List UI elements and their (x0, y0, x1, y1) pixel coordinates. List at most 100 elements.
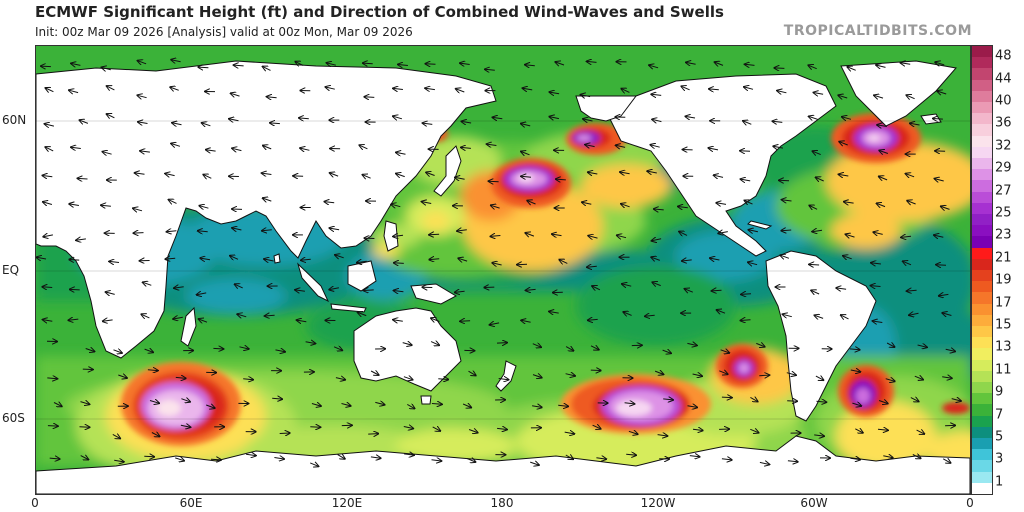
direction-arrow (809, 264, 820, 265)
direction-arrow (198, 67, 209, 68)
direction-arrow (748, 262, 758, 264)
lon-label-60w: 60W (800, 496, 828, 510)
colorbar-label: 23 (995, 227, 1012, 243)
direction-arrow (526, 289, 536, 290)
direction-arrow (786, 373, 796, 375)
direction-arrow (135, 173, 145, 174)
direction-arrow (311, 404, 321, 407)
direction-arrow (492, 263, 502, 265)
land-cuba (747, 220, 773, 230)
direction-arrow (849, 349, 860, 350)
colorbar-segment (972, 370, 992, 383)
direction-arrow (852, 403, 861, 406)
direction-arrow (493, 117, 503, 118)
direction-arrow (678, 207, 688, 208)
land-sri-lanka (273, 253, 281, 264)
colorbar-label: 27 (995, 183, 1012, 199)
direction-arrow (103, 320, 113, 321)
direction-arrow (906, 174, 915, 177)
direction-arrow (651, 257, 660, 260)
direction-arrow (460, 63, 470, 64)
direction-arrow (616, 145, 626, 147)
direction-arrow (521, 152, 530, 155)
direction-arrow (787, 461, 798, 462)
direction-arrow (621, 89, 630, 93)
colorbar-label: 11 (995, 362, 1012, 378)
direction-arrow (917, 345, 927, 347)
direction-arrow (375, 402, 384, 404)
lat-label-60n: 60N (2, 113, 27, 127)
direction-arrow (773, 121, 783, 122)
colorbar-segment (972, 79, 992, 92)
direction-arrow (41, 66, 51, 67)
direction-arrow (590, 346, 599, 350)
direction-arrow (335, 378, 345, 380)
direction-arrow (263, 67, 271, 71)
direction-arrow (134, 233, 144, 234)
direction-arrow (43, 202, 53, 205)
direction-arrow (103, 152, 112, 155)
direction-arrow (649, 65, 659, 68)
direction-arrow (885, 379, 895, 382)
direction-arrow (230, 256, 239, 260)
colorbar-segment (972, 382, 992, 394)
direction-arrow (685, 116, 696, 118)
direction-arrow (787, 401, 797, 402)
direction-arrow (745, 201, 753, 205)
direction-arrow (750, 397, 757, 401)
direction-arrow (717, 310, 726, 313)
direction-arrow (587, 61, 597, 62)
direction-arrow (45, 147, 54, 151)
direction-arrow (71, 147, 81, 148)
direction-arrow (431, 404, 442, 405)
direction-arrow (80, 402, 90, 405)
direction-arrow (883, 456, 892, 458)
lon-label-120w: 120W (640, 496, 676, 510)
direction-arrow (118, 375, 127, 378)
direction-arrow (782, 200, 792, 201)
direction-arrow (402, 343, 412, 346)
direction-arrow (330, 228, 340, 230)
direction-arrow (468, 371, 476, 375)
direction-arrow (780, 255, 790, 258)
direction-arrow (106, 292, 115, 294)
direction-arrow (47, 426, 58, 427)
direction-arrow (102, 67, 111, 69)
storm-cores (96, 75, 970, 446)
direction-arrow (749, 230, 759, 232)
lon-label-120e: 120E (331, 496, 363, 510)
colorbar-segment (972, 460, 992, 473)
direction-arrow (808, 65, 817, 68)
direction-arrow (816, 401, 827, 402)
direction-arrow (549, 117, 560, 119)
direction-arrow (137, 95, 147, 97)
brand-watermark: TROPICALTIDBITS.COM (783, 23, 972, 39)
colorbar-segment (972, 393, 992, 405)
colorbar (971, 45, 993, 495)
direction-arrow (333, 347, 342, 351)
direction-arrow (621, 204, 630, 207)
wave-direction-arrows (37, 60, 961, 467)
direction-arrow (941, 206, 950, 209)
direction-arrow (873, 232, 883, 234)
direction-arrow (916, 430, 925, 434)
direction-arrow (422, 202, 432, 204)
direction-arrow (525, 233, 535, 236)
direction-arrow (426, 64, 436, 65)
direction-arrow (942, 459, 950, 463)
direction-arrow (426, 172, 435, 175)
direction-arrow (206, 150, 216, 151)
direction-arrow (109, 261, 120, 262)
direction-arrow (720, 350, 730, 353)
colorbar-label: 17 (995, 295, 1012, 311)
direction-arrow (49, 458, 60, 459)
direction-arrow (909, 313, 919, 315)
direction-arrow (588, 319, 598, 320)
direction-arrow (497, 428, 507, 429)
direction-arrow (370, 457, 381, 458)
direction-arrow (491, 205, 500, 208)
direction-arrow (877, 429, 888, 430)
direction-arrow (623, 312, 632, 315)
direction-arrow (263, 146, 272, 149)
direction-arrow (299, 118, 309, 119)
